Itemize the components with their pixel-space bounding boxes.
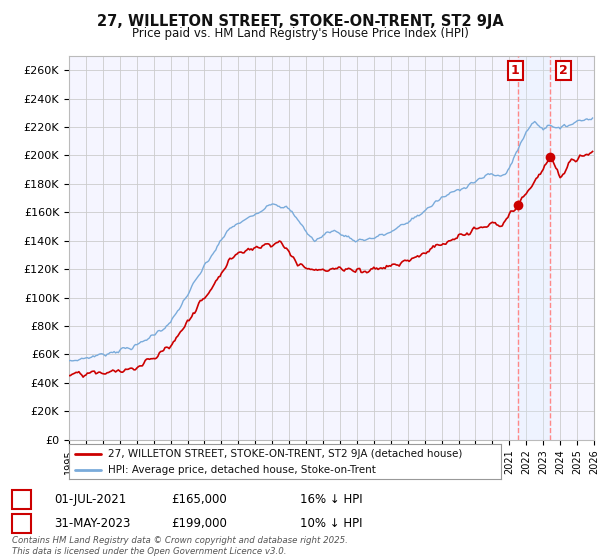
Text: 01-JUL-2021: 01-JUL-2021: [54, 493, 126, 506]
Text: HPI: Average price, detached house, Stoke-on-Trent: HPI: Average price, detached house, Stok…: [108, 465, 376, 475]
Text: 1: 1: [17, 493, 26, 506]
Text: 10% ↓ HPI: 10% ↓ HPI: [300, 517, 362, 530]
Text: 2: 2: [17, 517, 26, 530]
Text: £165,000: £165,000: [171, 493, 227, 506]
Text: Price paid vs. HM Land Registry's House Price Index (HPI): Price paid vs. HM Land Registry's House …: [131, 27, 469, 40]
Bar: [518, 56, 550, 440]
Text: 31-MAY-2023: 31-MAY-2023: [54, 517, 130, 530]
Text: £199,000: £199,000: [171, 517, 227, 530]
Text: 27, WILLETON STREET, STOKE-ON-TRENT, ST2 9JA (detached house): 27, WILLETON STREET, STOKE-ON-TRENT, ST2…: [108, 449, 462, 459]
Text: 1: 1: [511, 64, 520, 77]
Text: 2: 2: [559, 64, 568, 77]
Text: 16% ↓ HPI: 16% ↓ HPI: [300, 493, 362, 506]
Text: 27, WILLETON STREET, STOKE-ON-TRENT, ST2 9JA: 27, WILLETON STREET, STOKE-ON-TRENT, ST2…: [97, 14, 503, 29]
Text: Contains HM Land Registry data © Crown copyright and database right 2025.
This d: Contains HM Land Registry data © Crown c…: [12, 536, 348, 556]
